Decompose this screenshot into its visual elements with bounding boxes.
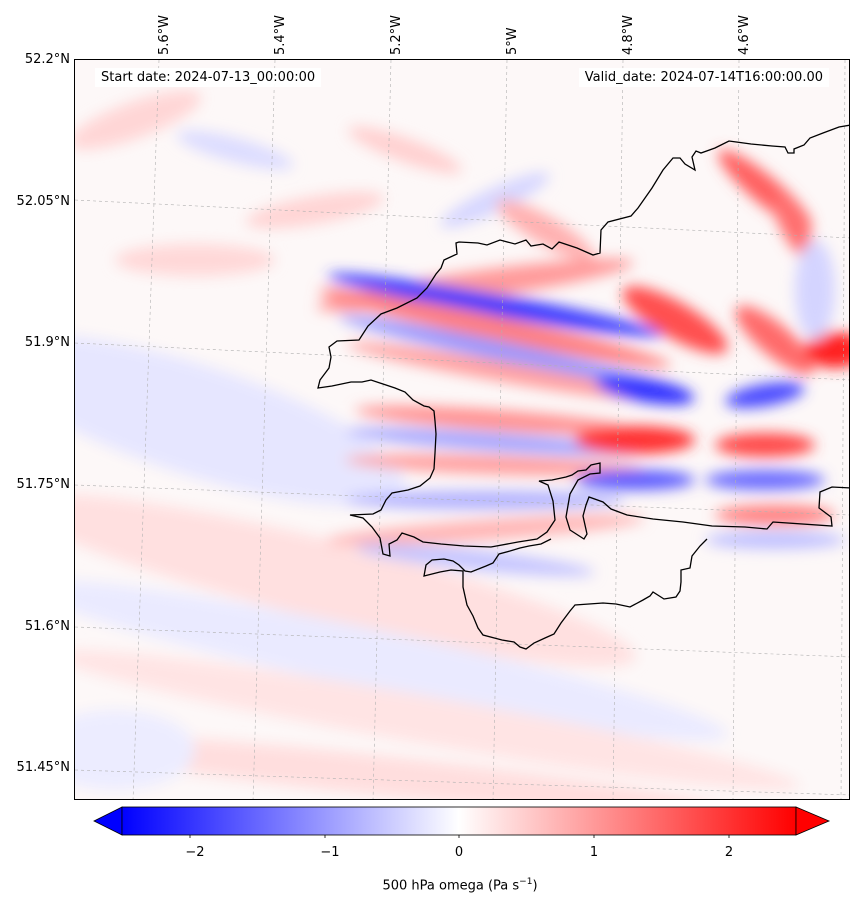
colorbar: [93, 806, 831, 838]
coastline: [317, 124, 849, 650]
lat-tick-label: 51.45°N: [16, 760, 70, 775]
colorbar-min-extend: [93, 806, 123, 836]
colorbar-max-extend: [795, 806, 831, 836]
colorbar-tick-label: 1: [589, 845, 599, 860]
colorbar-gradient: [121, 806, 797, 836]
valid-date-label: Valid_date: 2024-07-14T16:00:00.00: [578, 68, 829, 87]
lon-tick-label: 5.6°W: [157, 14, 172, 55]
colorbar-tick-label: 0: [454, 845, 464, 860]
lat-tick-label: 51.9°N: [24, 335, 70, 350]
lat-tick-label: 51.6°N: [24, 619, 70, 634]
lat-tick-label: 52.2°N: [24, 52, 70, 67]
lon-tick-label: 4.6°W: [737, 14, 752, 55]
lon-tick-label: 5°W: [505, 27, 520, 55]
lon-tick-label: 4.8°W: [621, 14, 636, 55]
colorbar-tick-label: −1: [320, 845, 340, 860]
start-date-label: Start date: 2024-07-13_00:00:00: [95, 68, 322, 87]
omega-shading: [75, 90, 849, 799]
lat-tick-label: 51.75°N: [16, 477, 70, 492]
lon-tick-label: 5.4°W: [273, 14, 288, 55]
colorbar-title: 500 hPa omega (Pa s−1): [382, 877, 538, 894]
omega-field-map: [75, 60, 849, 799]
lon-tick-label: 5.2°W: [389, 14, 404, 55]
map-panel: [74, 59, 850, 800]
colorbar-tick-label: −2: [185, 845, 205, 860]
lat-tick-label: 52.05°N: [16, 194, 70, 209]
colorbar-tick-label: 2: [724, 845, 734, 860]
